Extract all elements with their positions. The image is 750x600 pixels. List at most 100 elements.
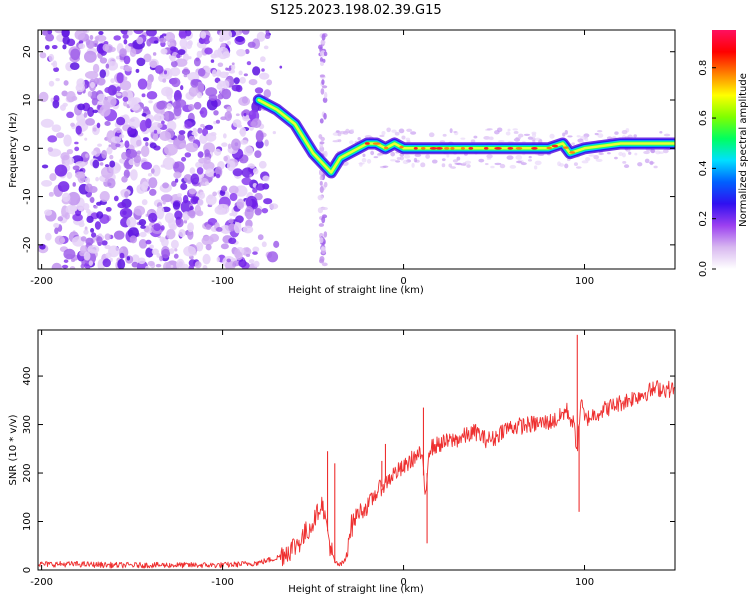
snr-series [38,334,675,569]
spectrogram-cell [320,136,325,142]
spectrogram-cell [164,115,169,121]
spectrogram-cell [107,177,116,189]
spectrogram-cell [557,161,561,167]
spectrogram-cell [614,131,619,135]
snr-y-ticks: 0 100 200 300 400 [22,367,675,573]
spectrogram-cell [381,130,386,136]
spectrogram-cell [197,151,204,158]
spectrogram-cell [116,72,124,84]
spectrogram-cell [662,149,669,154]
spectrogram-cell [357,136,361,141]
y-tick-label: 300 [22,415,33,434]
spectrogram-cell [217,80,226,87]
spectrogram-cell [515,160,523,164]
spectrogram-cell [263,198,273,205]
spectrogram-cell [196,210,204,217]
spectrogram-cell [161,120,165,125]
spectrogram-cell [272,131,277,135]
spectrogram-cell [260,56,266,63]
spectrogram-cell [226,160,236,172]
spectrogram-cell [515,136,521,140]
x-tick-label: -100 [211,577,234,588]
spectrogram-cell [238,70,243,76]
spectrogram-cell [74,141,79,145]
spectrogram-cell [573,162,578,166]
spectrogram-cell [173,90,182,103]
spectrogram-cell [252,246,260,253]
spectrogram-cell [321,207,328,211]
spectrogram-cell [470,139,476,143]
spectrogram-cell [644,158,650,164]
spectrogram-cell [181,156,187,162]
spectrogram-cell [169,46,176,52]
spectrogram-cell [597,133,604,138]
spectrogram-cell [576,135,581,138]
spectrogram-cell [62,44,67,50]
spectrogram-cell [428,132,435,138]
spectrogram-cell [614,156,618,160]
spectrogram-cell [379,134,385,138]
spectrogram-cell [93,205,98,209]
spectrogram-cell [119,134,125,139]
spectrogram-cell [254,192,263,201]
spectrogram-cell [52,99,60,109]
spectrogram-cell [119,65,125,70]
spectrogram-cell [533,165,538,170]
spectrogram-cell [261,241,267,248]
spectrogram-cell [179,38,188,48]
x-tick-label: 100 [575,577,594,588]
spectrogram-cell [116,92,122,96]
spectrogram-cell [115,55,120,60]
spectrogram-cell [523,133,531,136]
spectrogram-cell [581,160,589,164]
spectrogram-cell [45,33,55,42]
spectrogram-cell [628,151,632,155]
snr-frame [37,329,676,571]
spectrogram-cell [215,173,221,179]
spectrogram-cell [97,143,103,147]
spectrogram-cell [162,199,166,205]
spectrogram-cell [259,72,270,80]
x-tick-label: 0 [400,276,406,287]
spectrogram-cell [42,30,49,36]
spectrogram-cell [255,130,264,143]
spectrogram-cell [226,258,231,263]
spectrogram-cell [248,163,256,169]
spectrogram-cell [233,248,241,259]
spectrogram-cell [91,150,97,156]
y-tick-label: 0 [22,567,33,573]
spectrogram-cell [193,57,201,67]
spectrogram-cell [69,62,80,71]
spectrogram-cell [62,102,68,107]
spectrogram-cell [224,111,232,122]
spectrogram-cell [205,87,218,97]
spectrogram-cell [197,127,203,134]
y-tick-label: 20 [22,45,33,58]
spectrogram-cell [350,128,355,134]
spectrogram-cell [527,159,533,162]
spectrogram-cell [142,187,148,193]
spectrogram-cell [594,132,599,136]
y-tick-label: 400 [22,367,33,386]
spectrogram-cell [51,44,58,50]
spectrogram-cell [317,194,324,201]
spectrogram-cell [655,150,661,155]
spectrogram-cell [115,143,121,148]
spectrogram-cell [621,129,628,135]
x-tick-label: -200 [30,577,53,588]
spectrogram-cell [90,228,95,233]
spectrogram-cell [118,247,124,252]
spectrogram-cell [575,166,582,169]
spectrogram-peak [551,144,559,148]
spectrogram-cell [531,131,537,135]
spectrogram-cell [163,143,178,156]
spectrogram-cell [320,88,325,95]
spectrogram-cell [40,179,53,187]
spectrogram-cell [100,166,114,179]
spectrogram-cell [154,65,164,74]
spectrogram-cell [114,164,122,171]
spectrogram-cell [226,106,233,113]
snr-line [38,380,675,569]
spectrogram-cell [54,227,59,235]
